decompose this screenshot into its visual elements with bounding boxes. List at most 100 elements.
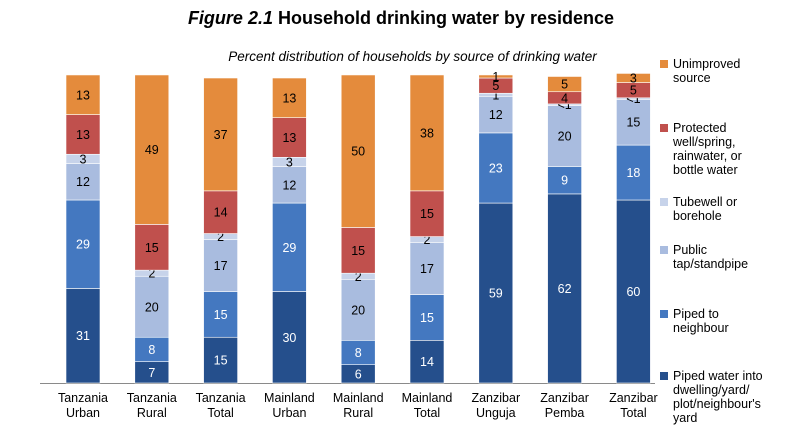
data-label: 17 xyxy=(214,259,228,273)
legend-swatch xyxy=(660,310,668,318)
legend-swatch xyxy=(660,198,668,206)
legend-swatch xyxy=(660,60,668,68)
data-label: 15 xyxy=(214,354,228,368)
data-label: 20 xyxy=(145,300,159,314)
data-label: 49 xyxy=(145,143,159,157)
bar-segment-protected xyxy=(340,227,376,274)
bar-segment-piped-neighbour xyxy=(547,166,582,195)
data-label: 5 xyxy=(561,78,568,92)
data-label: 20 xyxy=(351,303,365,317)
bar-stack: 30 29 12 3 13 13 xyxy=(272,77,307,384)
data-label: 2 xyxy=(424,233,431,247)
data-label: 37 xyxy=(214,128,228,142)
data-label: 23 xyxy=(489,161,503,175)
x-tick-label: Zanzibar Pemba xyxy=(540,391,589,420)
bar-segment-protected xyxy=(203,190,238,234)
data-label: 1 xyxy=(492,70,499,84)
data-label: 18 xyxy=(626,166,640,180)
bar-segment-unimproved xyxy=(203,77,238,192)
data-label: 2 xyxy=(355,270,362,284)
bar-segment-public-tap xyxy=(272,166,307,204)
x-tick-label: Tanzania Total xyxy=(196,391,246,420)
bar-segment-piped-neighbour xyxy=(409,294,445,341)
bar-segment-public-tap xyxy=(616,99,651,146)
bar-segment-unimproved xyxy=(616,73,651,83)
legend-label: Tubewell or borehole xyxy=(673,195,738,223)
data-label: 15 xyxy=(626,116,640,130)
legend-label: Piped to neighbour xyxy=(673,307,729,335)
bar-segment-unimproved xyxy=(547,76,582,93)
data-label: 3 xyxy=(80,152,87,166)
bar-segment-protected xyxy=(272,117,307,158)
bar-segment-public-tap xyxy=(409,242,445,295)
chart-title: Figure 2.1 Household drinking water by r… xyxy=(0,8,802,29)
data-label: 14 xyxy=(420,355,434,369)
bar-segment-piped-dwelling xyxy=(65,288,101,384)
data-label: 13 xyxy=(282,91,296,105)
bar-segment-unimproved xyxy=(134,74,170,225)
bar-stack: 59 23 12 151 xyxy=(478,70,514,384)
data-label: 30 xyxy=(282,331,296,345)
bar-stack: 6 8 20 2 15 50 xyxy=(340,74,376,384)
x-tick-label: Tanzania Urban xyxy=(58,391,108,420)
data-label: 15 xyxy=(214,308,228,322)
bar-segment-piped-neighbour xyxy=(478,132,514,204)
bar-segment-public-tap xyxy=(203,239,238,292)
data-label: 6 xyxy=(355,367,362,381)
bar-segment-unimproved xyxy=(65,74,101,115)
data-label: 15 xyxy=(351,244,365,258)
legend-swatch xyxy=(660,246,668,254)
data-label: 12 xyxy=(282,178,296,192)
bar-segment-piped-neighbour xyxy=(340,339,376,365)
bar-stack: 7 8 20 2 15 49 xyxy=(134,74,170,384)
data-label: 5 xyxy=(492,79,499,93)
data-label: 29 xyxy=(282,241,296,255)
data-label: 62 xyxy=(558,282,572,296)
data-label: 15 xyxy=(420,207,434,221)
bar-segment-piped-neighbour xyxy=(65,199,101,289)
data-label: 60 xyxy=(626,285,640,299)
bar-segment-unimproved xyxy=(272,77,307,118)
data-label: 50 xyxy=(351,145,365,159)
bar-segment-piped-dwelling xyxy=(478,202,514,384)
bar-stack: 31 29 12 3 13 13 xyxy=(65,74,101,384)
data-label: 14 xyxy=(214,206,228,220)
bar-segment-piped-dwelling xyxy=(616,199,651,384)
legend-label: Public tap/standpipe xyxy=(673,243,749,271)
title-text: Household drinking water by residence xyxy=(277,8,615,28)
data-label: 2 xyxy=(148,267,155,281)
legend-label: Unimproved source xyxy=(673,57,741,85)
bar-segment-public-tap xyxy=(478,96,514,134)
figure-number: Figure 2.1 xyxy=(187,8,273,28)
bar-segment-public-tap xyxy=(340,278,376,341)
chart-subtitle: Percent distribution of households by so… xyxy=(228,49,597,64)
bar-segment-protected xyxy=(134,224,170,271)
data-label: 31 xyxy=(76,329,90,343)
data-label: 38 xyxy=(420,126,434,140)
x-tick-label: Zanzibar Unguja xyxy=(471,391,520,420)
x-tick-label: Mainland Rural xyxy=(333,391,384,420)
bar-segment-piped-dwelling xyxy=(203,336,238,384)
bar-stack: 14 15 17 2 15 38 xyxy=(409,74,445,384)
bar-stack: 15 15 17 2 14 37 xyxy=(203,77,238,384)
data-label: 1 xyxy=(492,88,499,102)
legend-swatch xyxy=(660,372,668,380)
data-label: 13 xyxy=(282,131,296,145)
legend-label: Protected well/spring, rainwater, or bot… xyxy=(673,121,742,177)
data-label: 15 xyxy=(420,311,434,325)
data-label: 59 xyxy=(489,287,503,301)
data-label: 7 xyxy=(148,366,155,380)
legend-swatch xyxy=(660,124,668,132)
data-label: 3 xyxy=(630,72,637,86)
x-tick-label: Mainland Total xyxy=(402,391,453,420)
data-label: 8 xyxy=(355,346,362,360)
data-label: 3 xyxy=(286,155,293,169)
data-label: 4 xyxy=(561,91,568,105)
x-tick-label: Zanzibar Total xyxy=(609,391,658,420)
data-label: 13 xyxy=(76,128,90,142)
data-label: 29 xyxy=(76,238,90,252)
x-tick-label: Mainland Urban xyxy=(264,391,315,420)
